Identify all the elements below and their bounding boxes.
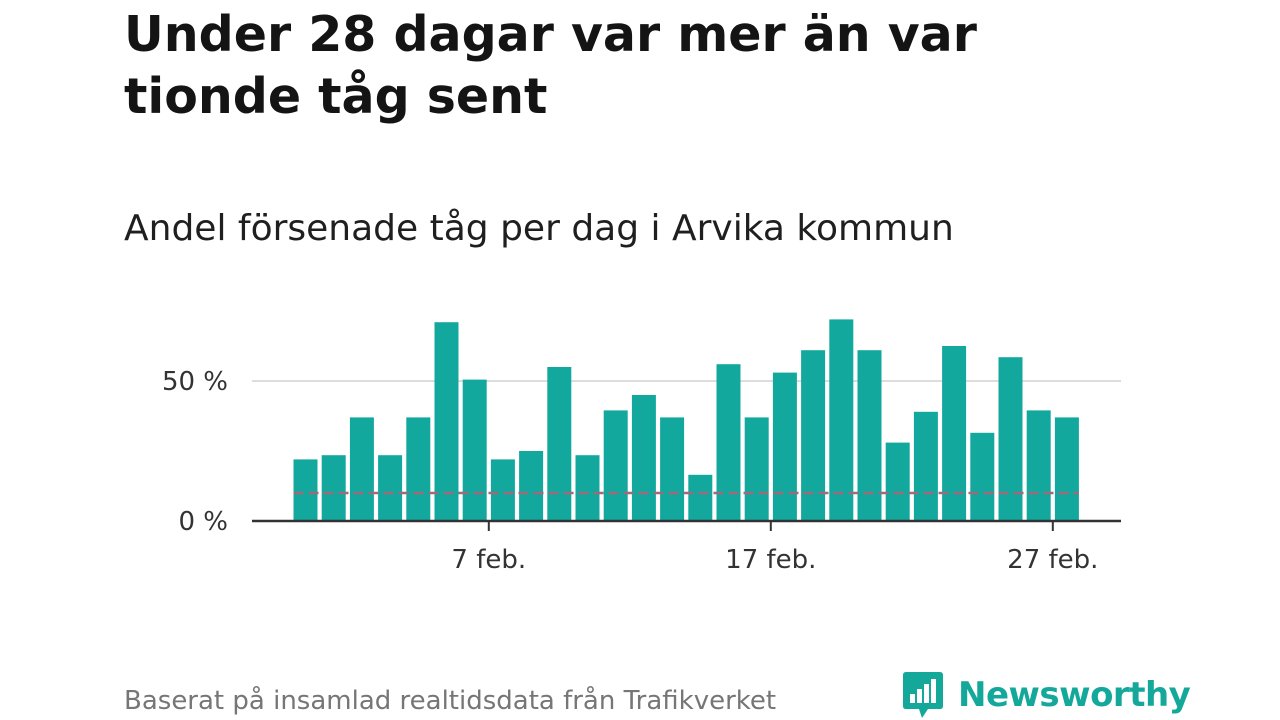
brand-logo: Newsworthy <box>902 670 1191 720</box>
brand-name: Newsworthy <box>958 675 1191 715</box>
bar <box>660 417 685 521</box>
bar <box>716 364 741 521</box>
bar <box>857 350 882 521</box>
bar <box>547 367 572 521</box>
bar <box>349 417 374 521</box>
bar <box>829 319 854 521</box>
bar <box>801 350 826 521</box>
bars <box>293 319 1079 521</box>
bar <box>321 455 346 521</box>
bar <box>942 346 967 521</box>
bar <box>885 442 910 521</box>
bar <box>970 432 995 521</box>
source-note: Baserat på insamlad realtidsdata från Tr… <box>124 686 777 716</box>
x-tick-label: 17 feb. <box>725 545 816 575</box>
y-tick-label: 50 % <box>162 367 228 397</box>
bar <box>603 410 628 521</box>
bar <box>1054 417 1079 521</box>
chart-title: Andel försenade tåg per dag i Arvika kom… <box>124 208 954 249</box>
x-tick-label: 27 feb. <box>1007 545 1098 575</box>
bar <box>688 474 713 521</box>
bar <box>462 379 487 521</box>
y-tick-label: 0 % <box>178 507 228 537</box>
bar <box>772 372 797 521</box>
bar <box>744 417 769 521</box>
bar <box>378 455 403 521</box>
bar <box>1026 410 1051 521</box>
x-tick-label: 7 feb. <box>451 545 526 575</box>
y-axis-ticks: 0 % 50 % <box>162 367 228 537</box>
bar <box>913 411 938 521</box>
newsworthy-logo-icon <box>903 672 943 718</box>
bar <box>490 459 515 521</box>
x-axis-ticks: 7 feb. 17 feb. 27 feb. <box>451 521 1098 575</box>
chart-heading: Under 28 dagar var mer än var tionde tåg… <box>124 6 977 125</box>
bar <box>406 417 431 521</box>
bar <box>293 459 318 521</box>
bar <box>998 357 1023 521</box>
bar <box>434 322 459 521</box>
bar <box>575 455 600 521</box>
bar <box>631 395 656 521</box>
bar <box>519 451 544 521</box>
